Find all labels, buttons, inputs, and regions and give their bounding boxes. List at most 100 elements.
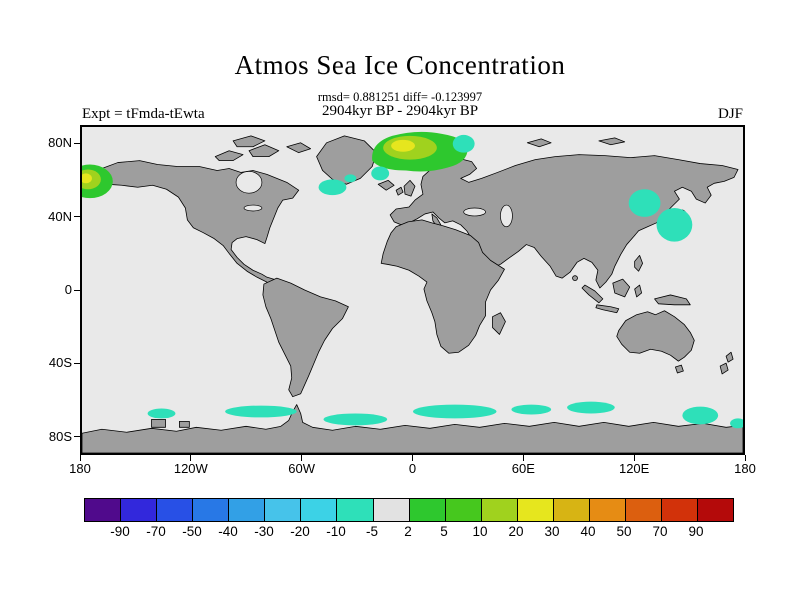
black-sea xyxy=(463,207,486,217)
africa xyxy=(380,219,505,354)
anomaly-patch-antarctic xyxy=(147,408,176,419)
new-zealand xyxy=(725,351,734,363)
colorbar-cell xyxy=(228,499,265,521)
colorbar-cell xyxy=(480,499,517,521)
caspian-sea xyxy=(500,204,513,228)
colorbar-label: -5 xyxy=(365,524,379,539)
continents xyxy=(82,135,743,453)
anomaly-patch-greenland-sea xyxy=(371,166,390,181)
anomaly-patch-bering-core xyxy=(82,173,92,184)
colorbar-cell xyxy=(120,499,157,521)
colorbar-label: -90 xyxy=(110,524,130,539)
plot-title: Atmos Sea Ice Concentration xyxy=(234,50,566,80)
british-isles xyxy=(403,179,416,197)
lon-tick-mark xyxy=(412,455,413,461)
lon-tick-label: 0 xyxy=(408,461,417,476)
lon-tick-mark xyxy=(633,455,635,461)
ireland xyxy=(395,186,404,196)
colorbar-cell xyxy=(85,499,121,521)
anomaly-patch-antarctic xyxy=(225,405,297,418)
colorbar xyxy=(84,498,734,522)
sulawesi xyxy=(634,284,643,298)
colorbar-label: 70 xyxy=(652,524,668,539)
java xyxy=(595,304,620,314)
lat-tick-mark xyxy=(74,362,80,364)
sri-lanka xyxy=(572,275,578,282)
colorbar-label: -50 xyxy=(182,524,202,539)
anomaly-patch-nw-pacific xyxy=(656,208,693,242)
sumatra xyxy=(581,284,604,304)
lat-tick-label: 40S xyxy=(48,355,72,371)
colorbar-cell xyxy=(192,499,229,521)
colorbar-cell xyxy=(444,499,481,521)
arctic-islands xyxy=(248,144,280,158)
colorbar-cell xyxy=(624,499,661,521)
anomaly-patches xyxy=(82,131,743,429)
lon-tick-label: 180 xyxy=(734,461,756,476)
new-guinea xyxy=(654,294,691,306)
lat-tick-mark xyxy=(74,216,80,218)
arctic-islands xyxy=(286,142,312,154)
north-america xyxy=(95,160,300,287)
experiment-label: Expt = tFmda-tEwta xyxy=(82,106,205,122)
lon-tick-label: 180 xyxy=(69,461,91,476)
colorbar-cell xyxy=(264,499,301,521)
borneo xyxy=(612,278,631,298)
colorbar-label: -70 xyxy=(146,524,166,539)
anomaly-patch-antarctic xyxy=(682,406,719,425)
colorbar-cell xyxy=(661,499,698,521)
inland-seas xyxy=(235,171,513,228)
hudson-bay xyxy=(235,171,263,194)
anomaly-patch-antarctic xyxy=(567,401,615,414)
lat-tick-mark xyxy=(74,436,80,438)
anomaly-patch-barents-east xyxy=(452,134,475,153)
colorbar-label: 2 xyxy=(404,524,412,539)
novaya-zemlya xyxy=(526,138,552,148)
anomaly-patch-antarctic xyxy=(412,404,497,419)
arctic-islands xyxy=(214,150,244,161)
colorbar-label: -30 xyxy=(254,524,274,539)
lon-tick-label: 60W xyxy=(288,461,316,476)
antarctica xyxy=(82,404,743,453)
lon-tick-mark xyxy=(190,455,192,461)
colorbar-cell xyxy=(408,499,445,521)
lon-tick-mark xyxy=(79,455,81,461)
lon-tick-mark xyxy=(744,455,746,461)
philippines xyxy=(634,255,644,272)
anomaly-patch-se-greenland xyxy=(344,174,357,183)
colorbar-label: 90 xyxy=(688,524,704,539)
colorbar-cell xyxy=(588,499,625,521)
australia xyxy=(616,310,695,362)
iceland xyxy=(377,179,395,191)
colorbar-cell xyxy=(697,499,734,521)
period-line: 2904kyr BP - 2904kyr BP xyxy=(321,103,479,119)
south-america xyxy=(262,277,349,398)
lat-tick-label: 40N xyxy=(48,208,72,224)
lon-tick-mark xyxy=(301,455,303,461)
lon-tick-mark xyxy=(522,455,524,461)
colorbar-label: -40 xyxy=(218,524,238,539)
colorbar-cell xyxy=(156,499,193,521)
lon-tick-label: 60E xyxy=(511,461,535,476)
colorbar-cell xyxy=(336,499,373,521)
colorbar-cell xyxy=(300,499,337,521)
lat-tick-mark xyxy=(74,142,80,144)
colorbar-label: 10 xyxy=(472,524,488,539)
madagascar xyxy=(492,312,506,335)
lon-tick-label: 120E xyxy=(618,461,650,476)
colorbar-cell xyxy=(372,499,409,521)
anomaly-patch-antarctic xyxy=(511,404,552,415)
colorbar-label: 5 xyxy=(440,524,448,539)
tasmania xyxy=(675,364,684,374)
severnaya-zemlya xyxy=(598,137,626,146)
colorbar-label: 50 xyxy=(616,524,632,539)
colorbar-label: -10 xyxy=(326,524,346,539)
lat-tick-mark xyxy=(74,289,80,291)
ice-shelf-block xyxy=(151,419,166,428)
colorbar-cell xyxy=(552,499,589,521)
anomaly-patch-okhotsk xyxy=(628,189,661,217)
lat-tick-label: 80S xyxy=(48,428,72,444)
great-lakes xyxy=(243,204,263,212)
anomaly-patch-antarctic xyxy=(323,413,388,426)
season-label: DJF xyxy=(717,106,743,122)
